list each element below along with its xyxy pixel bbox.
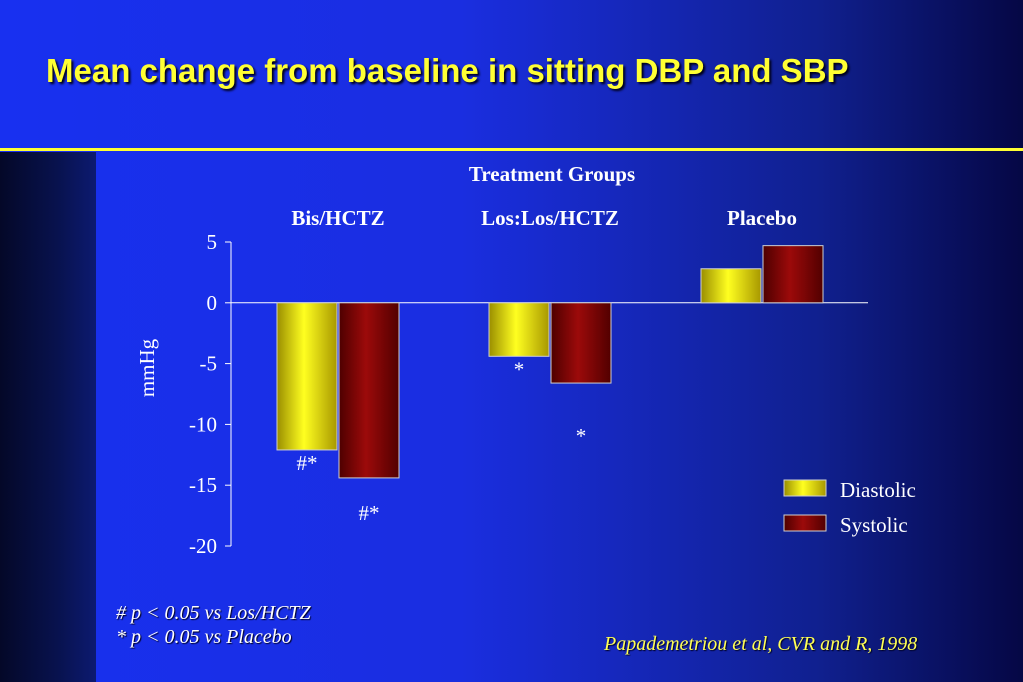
y-axis-label: mmHg [135,338,159,397]
legend-swatch-diastolic [783,479,827,497]
chart-bars [276,245,824,479]
bar-diastolic [700,268,762,304]
significance-marker: #* [297,451,318,475]
y-tick-label: 5 [207,230,218,254]
y-tick-label: -10 [189,412,217,436]
category-label: Bis/HCTZ [291,206,384,230]
legend-swatch-systolic [783,514,827,532]
significance-marker: #* [359,501,380,525]
bar-diastolic [276,302,338,451]
significance-marker: * [514,357,525,381]
legend-label: Diastolic [840,478,916,502]
footnote-hash: # p < 0.05 vs Los/HCTZ [116,602,311,624]
footnotes: # p < 0.05 vs Los/HCTZ * p < 0.05 vs Pla… [116,601,311,649]
y-tick-label: 0 [207,291,218,315]
bar-diastolic [488,302,550,357]
significance-marker: * [576,424,587,448]
citation: Papademetriou et al, CVR and R, 1998 [604,633,918,655]
bar-systolic [762,245,824,304]
y-tick-label: -15 [189,473,217,497]
bar-systolic [550,302,612,384]
left-decorative-strip [0,152,96,682]
y-tick-label: -5 [200,352,218,376]
slide-title: Mean change from baseline in sitting DBP… [46,52,849,89]
legend-label: Systolic [840,513,908,537]
y-tick-label: -20 [189,534,217,558]
category-label: Los:Los/HCTZ [481,206,619,230]
chart-title: Treatment Groups [469,162,635,186]
bar-systolic [338,302,400,479]
category-label: Placebo [727,206,797,230]
footnote-star: * p < 0.05 vs Placebo [116,626,292,648]
chart-labels: Bis/HCTZ #* #* Los:Los/HCTZ * * Placebo [291,206,797,525]
chart-axes: 5 0 -5 -10 -15 -20 [189,230,868,558]
title-divider [0,148,1023,151]
chart-legend: Diastolic Systolic [783,478,916,537]
